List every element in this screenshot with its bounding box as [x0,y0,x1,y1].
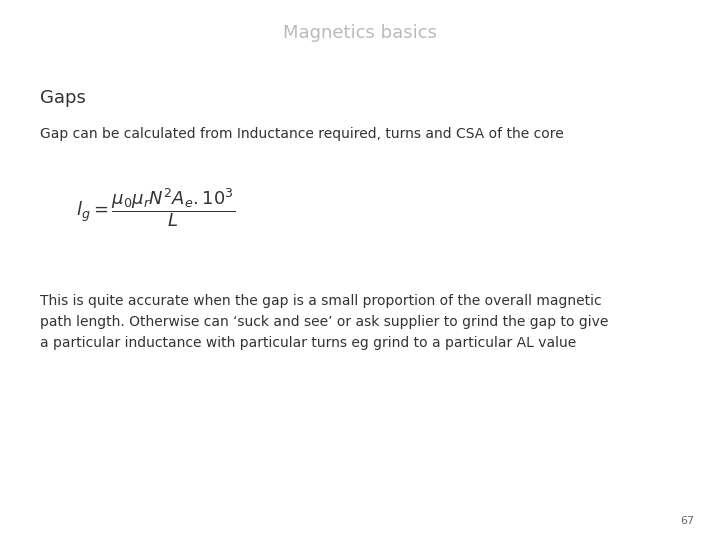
Text: This is quite accurate when the gap is a small proportion of the overall magneti: This is quite accurate when the gap is a… [40,294,608,349]
Text: Magnetics basics: Magnetics basics [283,24,437,42]
Text: Gaps: Gaps [40,89,86,107]
Text: $l_g = \dfrac{\mu_0 \mu_r N^2 A_e . 10^3}{L}$: $l_g = \dfrac{\mu_0 \mu_r N^2 A_e . 10^3… [76,186,235,229]
Text: 67: 67 [680,516,695,526]
Text: Gap can be calculated from Inductance required, turns and CSA of the core: Gap can be calculated from Inductance re… [40,127,563,141]
